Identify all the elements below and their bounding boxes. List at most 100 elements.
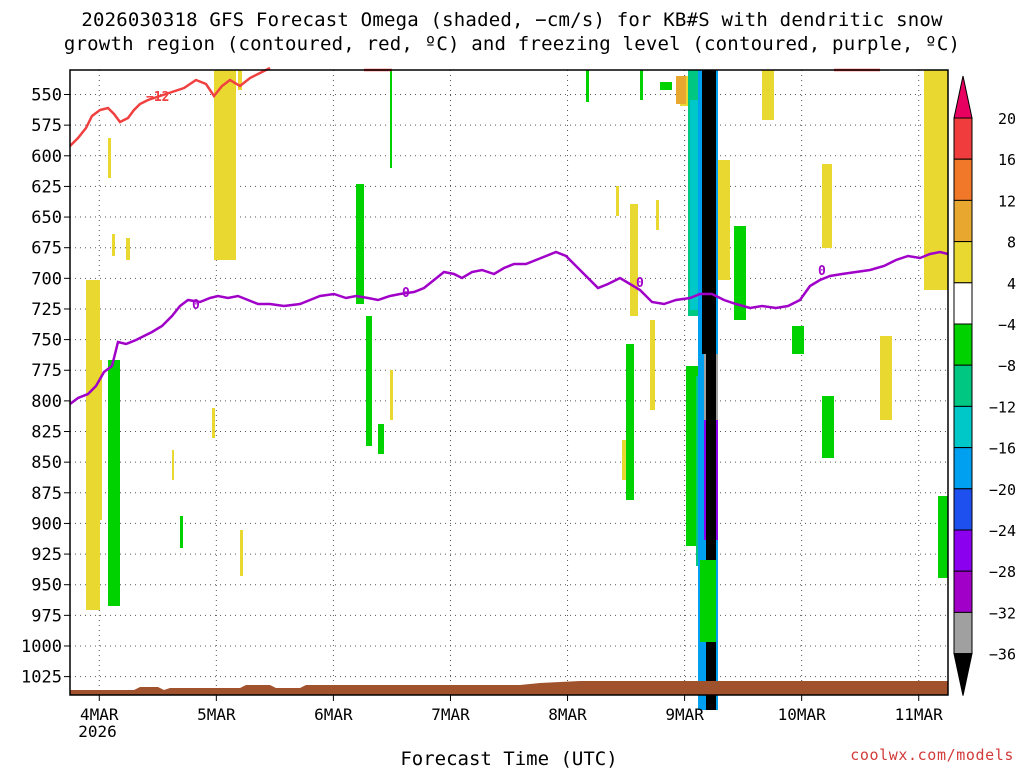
plot-area [70, 70, 948, 695]
x-tick-label: 6MAR [314, 705, 353, 724]
colorbar-label: −36 [989, 646, 1016, 664]
colorbar-label: −20 [989, 481, 1016, 499]
y-tick-label: 1025 [21, 668, 62, 688]
freezing-contour-label-3: 0 [636, 276, 644, 291]
x-tick-label: 9MAR [665, 705, 704, 724]
credit-text: coolwx.com/models [850, 746, 1014, 764]
colorbar-segment [953, 199, 973, 243]
omega-shade-patch [660, 82, 672, 90]
title-line-1: 2026030318 GFS Forecast Omega (shaded, −… [81, 9, 943, 31]
omega-shade-patch [626, 344, 634, 500]
x-tick-label: 8MAR [548, 705, 587, 724]
y-tick-label: 650 [31, 208, 62, 228]
omega-shade-patch [96, 360, 102, 520]
y-tick-label: 600 [31, 147, 62, 167]
colorbar-segment [953, 323, 973, 366]
omega-shade-patch [180, 516, 183, 548]
omega-shade-patch [630, 204, 638, 316]
y-tick-label: 675 [31, 239, 62, 259]
omega-shade-patch [822, 396, 834, 458]
y-tick-label: 700 [31, 269, 62, 289]
omega-shade-patch [212, 408, 215, 438]
omega-shade-patch [792, 326, 804, 354]
colorbar-segment [953, 117, 973, 160]
x-tick-label: 2026 [78, 722, 117, 741]
colorbar-segment [953, 241, 973, 284]
colorbar-segment [953, 75, 973, 119]
plot-frame [69, 69, 949, 696]
omega-shade-patch [938, 496, 948, 578]
omega-shade-patch [390, 70, 392, 168]
colorbar-segment [953, 488, 973, 531]
omega-shade-patch [112, 234, 115, 256]
colorbar-label: −16 [989, 440, 1016, 458]
y-tick-label: 1000 [21, 637, 62, 657]
colorbar-label: −8 [998, 357, 1016, 375]
omega-shade-patch [356, 184, 364, 304]
omega-shade-patch [656, 200, 659, 230]
omega-shade-patch [938, 190, 946, 250]
omega-shade-patch [716, 160, 730, 280]
y-tick-label: 925 [31, 545, 62, 565]
freezing-level-contour-line [69, 250, 949, 405]
colorbar-label: 12 [998, 192, 1016, 210]
colorbar: 20 16 12 8 4 −4 −8 −12 −16 −20 −24 −28 −32 −36 [953, 75, 1016, 696]
omega-shade-patch [240, 530, 243, 576]
freezing-contour-label-2: 0 [402, 286, 410, 301]
dgz-contour-label: −12 [146, 90, 169, 105]
colorbar-segment [953, 570, 973, 613]
omega-shade-patch [108, 360, 120, 606]
y-tick-label: 775 [31, 361, 62, 381]
y-tick-label: 825 [31, 423, 62, 443]
colorbar-segment [953, 405, 973, 449]
omega-shade-patch [880, 336, 892, 420]
y-tick-label: 750 [31, 331, 62, 351]
freezing-contour-label-1: 0 [192, 298, 200, 313]
omega-shade-patch [640, 70, 643, 100]
x-tick-label: 11MAR [895, 705, 944, 724]
x-tick-label: 5MAR [197, 705, 236, 724]
omega-shade-patch [706, 70, 716, 710]
omega-shade-patch [616, 186, 619, 216]
freezing-contour-label-4: 0 [818, 264, 826, 279]
y-tick-label: 900 [31, 514, 62, 534]
omega-shade-patch [676, 76, 686, 104]
x-axis-title: Forecast Time (UTC) [400, 748, 617, 768]
omega-shade-patch [378, 424, 384, 454]
colorbar-segment [953, 611, 973, 655]
colorbar-label: 16 [998, 151, 1016, 169]
omega-shade-patch [238, 70, 242, 90]
y-tick-label: 875 [31, 484, 62, 504]
y-tick-label: 950 [31, 576, 62, 596]
y-tick-label: 800 [31, 392, 62, 412]
omega-shade-patch [924, 70, 948, 290]
colorbar-segment [953, 447, 973, 490]
y-tick-label: 550 [31, 86, 62, 106]
colorbar-label: 20 [998, 110, 1016, 128]
omega-shade-patch [704, 606, 716, 642]
colorbar-label: −32 [989, 604, 1016, 622]
title-line-2: growth region (contoured, red, ºC) and f… [63, 33, 961, 55]
chart-title: 2026030318 GFS Forecast Omega (shaded, −… [0, 8, 1024, 56]
colorbar-label: −28 [989, 563, 1016, 581]
x-tick-label: 7MAR [431, 705, 470, 724]
colorbar-segment [953, 653, 973, 696]
omega-shade-patch [622, 440, 626, 480]
y-tick-label: 725 [31, 300, 62, 320]
colorbar-label: −4 [998, 316, 1016, 334]
x-tick-label: 4MAR [80, 705, 119, 724]
omega-shade-patch [650, 320, 655, 410]
x-tick-label: 10MAR [778, 705, 827, 724]
y-axis: 550 575 600 625 650 675 700 725 750 775 800 825 850 8… [21, 86, 70, 688]
omega-shade-patch [822, 164, 832, 248]
colorbar-segment [953, 282, 973, 325]
colorbar-segment [953, 529, 973, 572]
omega-shade-patch [366, 316, 372, 446]
omega-shade-patch [762, 70, 774, 120]
colorbar-label: −24 [989, 522, 1016, 540]
y-tick-label: 850 [31, 453, 62, 473]
omega-shade-patch [230, 84, 236, 174]
colorbar-label: 8 [1007, 234, 1016, 252]
